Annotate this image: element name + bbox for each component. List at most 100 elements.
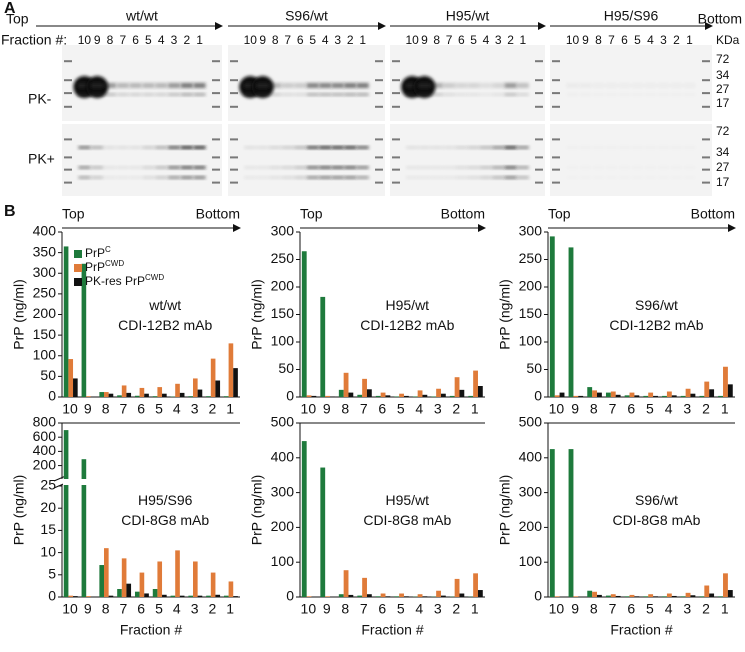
y-tick-label: 200 bbox=[271, 518, 295, 534]
band bbox=[467, 83, 480, 88]
bar bbox=[108, 595, 114, 597]
band bbox=[129, 83, 142, 88]
y-tick-label: 250 bbox=[519, 250, 543, 266]
x-tick-label: 3 bbox=[683, 601, 691, 617]
bar bbox=[449, 395, 455, 397]
ladder-band bbox=[64, 105, 72, 108]
ladder-band bbox=[392, 60, 400, 63]
band bbox=[658, 176, 670, 179]
bar bbox=[385, 395, 391, 397]
bar bbox=[301, 441, 307, 597]
x-tick-label: 10 bbox=[62, 401, 78, 417]
bar bbox=[610, 391, 616, 397]
band bbox=[671, 146, 683, 149]
ladder-band bbox=[375, 156, 383, 159]
legend-swatch bbox=[74, 278, 82, 286]
band bbox=[684, 176, 696, 179]
y-tick-label: 5 bbox=[48, 566, 56, 582]
band bbox=[331, 83, 344, 88]
bar bbox=[718, 395, 724, 397]
bar bbox=[666, 391, 672, 397]
bar bbox=[592, 591, 597, 597]
band bbox=[430, 166, 443, 169]
x-tick-label: 4 bbox=[415, 401, 423, 417]
top-label: Top bbox=[6, 11, 29, 27]
ladder-band bbox=[212, 168, 220, 171]
band bbox=[430, 83, 443, 88]
ladder-band bbox=[392, 79, 400, 82]
band bbox=[606, 83, 618, 88]
fraction-number: 7 bbox=[608, 33, 615, 47]
bar bbox=[643, 395, 649, 397]
band bbox=[619, 93, 631, 96]
x-tick-label: 8 bbox=[341, 401, 349, 417]
ladder-band bbox=[212, 92, 220, 95]
chart-subtitle: CDI-8G8 mAb bbox=[121, 512, 209, 528]
ladder-band bbox=[392, 105, 400, 108]
bar bbox=[73, 596, 78, 597]
y-tick-label: 100 bbox=[271, 333, 295, 349]
band bbox=[78, 166, 91, 169]
y-tick-label: 250 bbox=[33, 285, 57, 301]
y-tick-label: 250 bbox=[271, 250, 295, 266]
band bbox=[619, 166, 631, 169]
band bbox=[193, 166, 206, 169]
ladder-band bbox=[392, 168, 400, 171]
band bbox=[294, 93, 307, 96]
y-tick-label: 100 bbox=[271, 553, 295, 569]
fraction-number: 1 bbox=[686, 33, 693, 47]
band bbox=[606, 146, 618, 149]
bar bbox=[440, 393, 446, 397]
bar bbox=[197, 389, 203, 397]
bar bbox=[680, 395, 686, 397]
bar bbox=[157, 387, 163, 397]
band bbox=[593, 176, 605, 179]
band bbox=[671, 166, 683, 169]
bar bbox=[680, 596, 686, 597]
band bbox=[504, 176, 517, 179]
bar bbox=[459, 389, 465, 397]
bar bbox=[554, 395, 560, 397]
band bbox=[593, 83, 605, 88]
bar bbox=[605, 392, 611, 397]
x-tick-label: 7 bbox=[360, 601, 368, 617]
band bbox=[104, 93, 116, 96]
band bbox=[516, 83, 529, 88]
bar bbox=[175, 383, 180, 397]
ladder-band bbox=[64, 60, 72, 63]
blot bbox=[62, 124, 222, 196]
band bbox=[91, 93, 104, 96]
band bbox=[142, 166, 155, 169]
x-tick-label: 10 bbox=[62, 601, 78, 617]
y-tick-label: 300 bbox=[33, 264, 57, 280]
bar bbox=[188, 396, 194, 397]
ladder-band bbox=[230, 79, 238, 82]
bar bbox=[215, 380, 221, 397]
fraction-number: 1 bbox=[520, 33, 527, 47]
band bbox=[356, 146, 369, 149]
band bbox=[269, 166, 282, 169]
y-tick-label: 400 bbox=[33, 223, 57, 239]
band bbox=[430, 146, 443, 149]
ladder-band bbox=[702, 138, 710, 141]
bar bbox=[144, 393, 149, 397]
band bbox=[180, 93, 193, 96]
bar bbox=[559, 392, 565, 397]
band bbox=[645, 83, 657, 88]
bar bbox=[152, 396, 158, 397]
y-tick-label: 400 bbox=[33, 442, 57, 458]
band bbox=[168, 146, 180, 149]
bar bbox=[615, 394, 621, 397]
x-tick-label: 3 bbox=[191, 601, 199, 617]
band bbox=[256, 176, 269, 179]
bar bbox=[188, 595, 194, 597]
ladder-band bbox=[212, 79, 220, 82]
ladder-band bbox=[375, 138, 383, 141]
ladder-band bbox=[212, 105, 220, 108]
band bbox=[443, 146, 456, 149]
y-tick-label: 0 bbox=[48, 388, 56, 404]
kda-marker: 34 bbox=[716, 145, 730, 159]
band bbox=[455, 83, 468, 88]
ladder-band bbox=[702, 79, 710, 82]
fraction-number: 10 bbox=[244, 33, 258, 47]
